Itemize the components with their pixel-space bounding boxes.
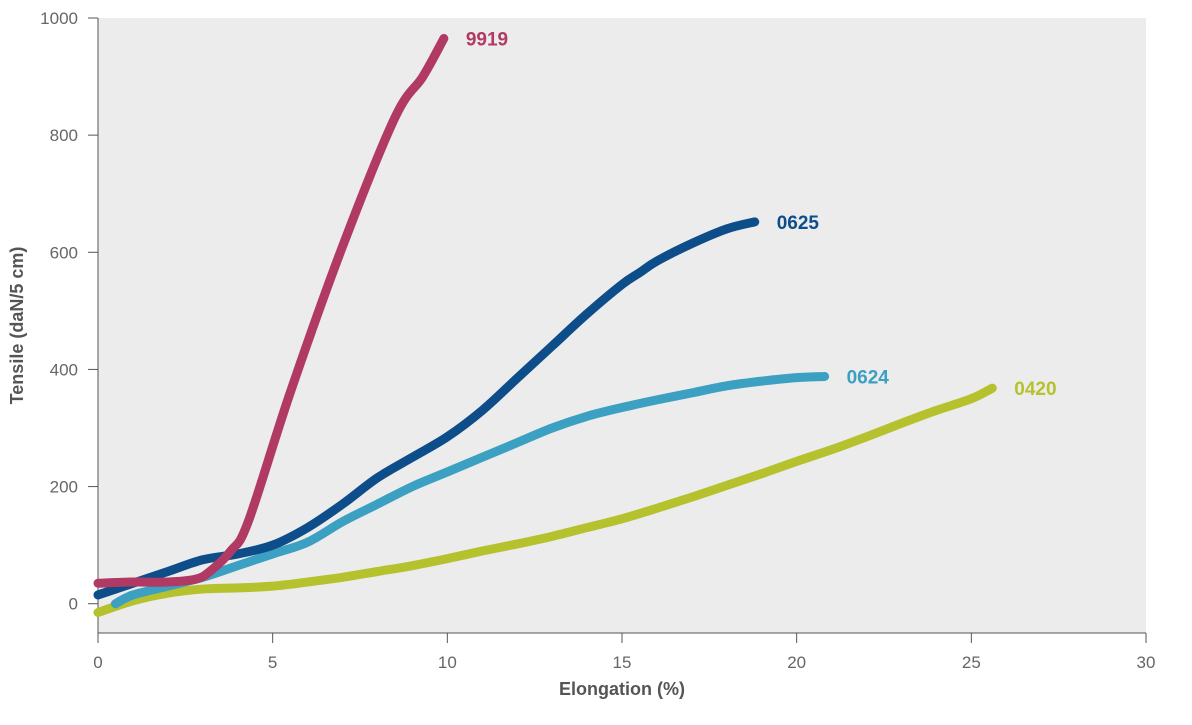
x-tick-label: 30 [1137, 653, 1156, 672]
x-tick-label: 20 [787, 653, 806, 672]
series-line-0624 [110, 371, 830, 609]
x-tick-label: 0 [93, 653, 102, 672]
plot-area [98, 18, 1146, 633]
y-axis-title: Tensile (daN/5 cm) [7, 247, 27, 405]
series-line-0420 [93, 383, 997, 617]
y-tick-label: 600 [50, 243, 78, 262]
series-label-0420: 0420 [1014, 379, 1056, 400]
series-label-9919: 9919 [466, 30, 508, 51]
x-axis-title: Elongation (%) [559, 679, 685, 699]
y-tick-label: 1000 [40, 9, 78, 28]
x-tick-label: 25 [962, 653, 981, 672]
series-line-9919 [93, 34, 449, 588]
series-line-0625 [93, 217, 760, 600]
series-label-0625: 0625 [777, 213, 820, 234]
y-tick-label: 400 [50, 360, 78, 379]
y-tick-label: 800 [50, 126, 78, 145]
x-tick-label: 10 [438, 653, 457, 672]
x-tick-label: 5 [268, 653, 277, 672]
series-label-0624: 0624 [847, 367, 890, 388]
y-tick-label: 200 [50, 478, 78, 497]
x-tick-label: 15 [613, 653, 632, 672]
y-tick-label: 0 [69, 595, 78, 614]
